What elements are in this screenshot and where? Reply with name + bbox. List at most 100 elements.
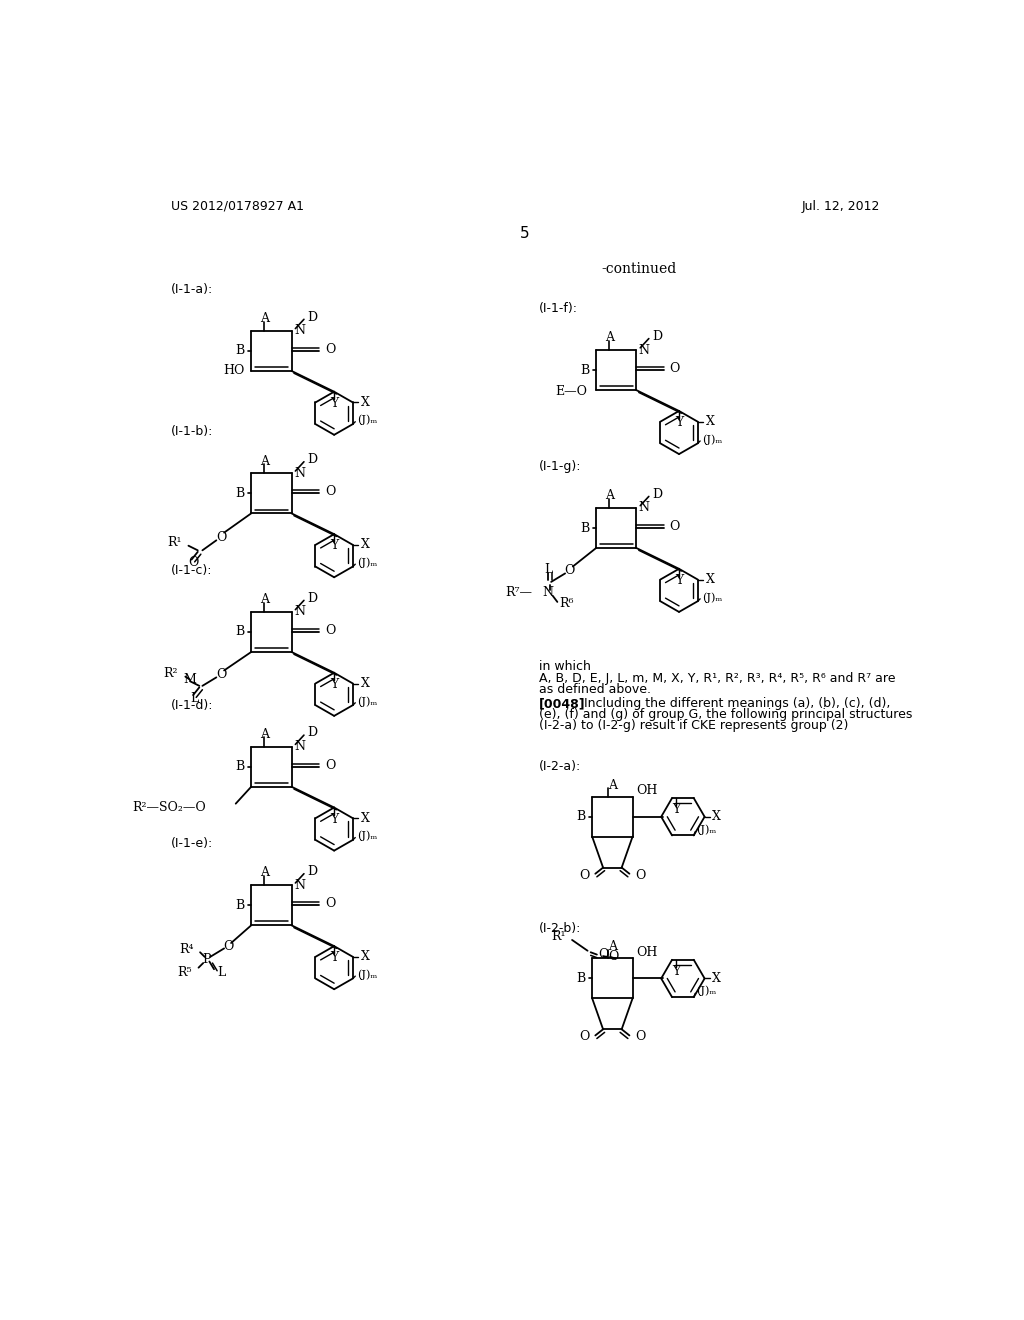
Text: X: X [713,972,721,985]
Text: O: O [216,531,226,544]
Text: R¹: R¹ [168,536,182,549]
Text: O: O [598,948,609,961]
Text: Jul. 12, 2012: Jul. 12, 2012 [802,199,880,213]
Text: B: B [577,972,586,985]
Text: O: O [670,520,680,533]
Text: O: O [216,668,226,681]
Text: (J)ₘ: (J)ₘ [356,557,377,568]
Text: R²—SO₂—O: R²—SO₂—O [132,801,206,814]
Text: R⁵: R⁵ [178,966,193,979]
Text: E—O: E—O [555,385,587,399]
Text: B: B [236,899,245,912]
Text: Y: Y [672,803,680,816]
Text: (e), (f) and (g) of group G, the following principal structures: (e), (f) and (g) of group G, the followi… [539,708,912,721]
Text: B: B [581,363,590,376]
Text: X: X [360,677,370,690]
Text: B: B [236,345,245,358]
Text: X: X [706,573,715,586]
Text: N: N [543,586,554,599]
Text: O: O [325,759,335,772]
Text: X: X [713,810,721,824]
Text: B: B [577,810,586,824]
Text: O: O [579,1031,589,1044]
Text: R⁴: R⁴ [179,942,194,956]
Text: 5: 5 [520,226,529,242]
Text: D: D [307,865,317,878]
Text: X: X [360,950,370,964]
Text: A: A [260,312,269,325]
Text: O: O [636,869,646,882]
Text: O: O [636,1031,646,1044]
Text: A: A [608,940,616,953]
Text: (I-2-a):: (I-2-a): [539,760,581,774]
Text: O: O [325,898,335,911]
Text: B: B [236,487,245,500]
Text: (J)ₘ: (J)ₘ [356,830,377,841]
Text: N: N [639,502,649,515]
Text: Y: Y [330,677,338,690]
Text: D: D [307,310,317,323]
Text: (I-1-d):: (I-1-d): [171,698,213,711]
Text: Y: Y [330,397,338,409]
Text: as defined above.: as defined above. [539,684,650,696]
Text: O: O [223,940,233,953]
Text: A: A [260,866,269,879]
Text: O: O [579,869,589,882]
Text: A: A [605,331,613,345]
Text: (J)ₘ: (J)ₘ [356,414,377,425]
Text: R²: R² [163,667,177,680]
Text: N: N [294,467,305,480]
Text: X: X [360,396,370,409]
Text: (I-1-f):: (I-1-f): [539,302,578,315]
Text: US 2012/0178927 A1: US 2012/0178927 A1 [171,199,304,213]
Text: Y: Y [672,965,680,978]
Text: HO: HO [223,364,245,378]
Text: (J)ₘ: (J)ₘ [696,824,717,834]
Text: Y: Y [330,952,338,964]
Text: -continued: -continued [602,261,677,276]
Text: in which: in which [539,660,591,673]
Text: O: O [188,556,199,569]
Text: O: O [325,624,335,638]
Text: R¹: R¹ [551,931,566,944]
Text: OH: OH [636,945,657,958]
Text: (I-1-b):: (I-1-b): [171,425,213,438]
Text: N: N [294,606,305,619]
Text: Y: Y [330,813,338,825]
Text: R⁶: R⁶ [559,597,573,610]
Text: B: B [236,626,245,639]
Text: (I-2-b):: (I-2-b): [539,921,582,935]
Text: A: A [608,779,616,792]
Text: O: O [564,564,574,577]
Text: A: A [260,454,269,467]
Text: Including the different meanings (a), (b), (c), (d),: Including the different meanings (a), (b… [584,697,890,710]
Text: A, B, D, E, J, L, m, M, X, Y, R¹, R², R³, R⁴, R⁵, R⁶ and R⁷ are: A, B, D, E, J, L, m, M, X, Y, R¹, R², R³… [539,672,895,685]
Text: (J)ₘ: (J)ₘ [356,696,377,706]
Text: L: L [190,692,199,705]
Text: N: N [294,741,305,754]
Text: (J)ₘ: (J)ₘ [701,591,722,603]
Text: X: X [706,416,715,428]
Text: M: M [183,673,197,686]
Text: (I-2-a) to (I-2-g) result if CKE represents group (2): (I-2-a) to (I-2-g) result if CKE represe… [539,718,848,731]
Text: (J)ₘ: (J)ₘ [701,434,722,445]
Text: (I-1-a):: (I-1-a): [171,282,213,296]
Text: A: A [260,593,269,606]
Text: X: X [360,539,370,552]
Text: D: D [307,453,317,466]
Text: (I-1-c):: (I-1-c): [171,564,212,577]
Text: [0048]: [0048] [539,697,586,710]
Text: (I-1-g):: (I-1-g): [539,459,582,473]
Text: D: D [652,330,663,343]
Text: D: D [307,591,317,605]
Text: Y: Y [330,539,338,552]
Text: N: N [639,343,649,356]
Text: O: O [670,362,680,375]
Text: N: N [294,879,305,892]
Text: N: N [294,325,305,338]
Text: D: D [652,487,663,500]
Text: P: P [202,953,211,966]
Text: O: O [325,486,335,499]
Text: (J)ₘ: (J)ₘ [696,986,717,997]
Text: A: A [260,727,269,741]
